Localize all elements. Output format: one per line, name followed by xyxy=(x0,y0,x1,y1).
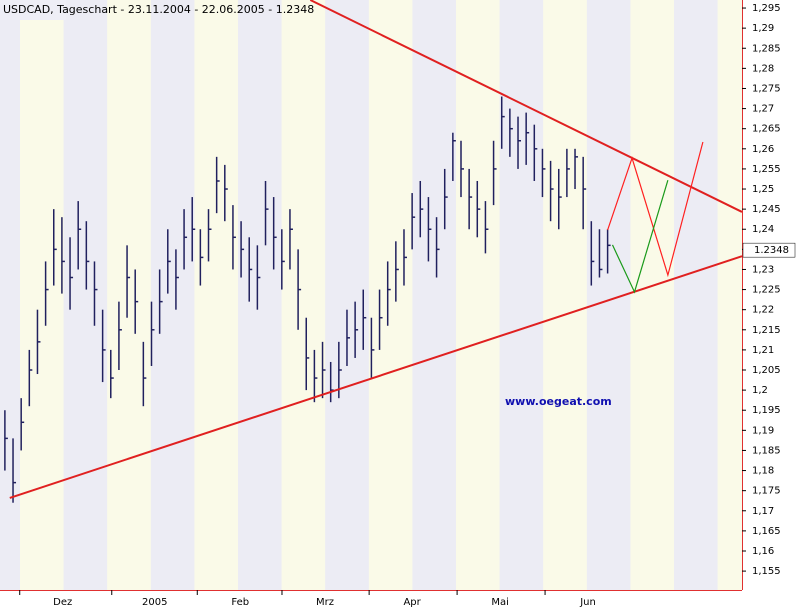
x-tick-label: Feb xyxy=(231,597,249,608)
trendline xyxy=(9,255,743,499)
y-tick-label: 1,205 xyxy=(752,365,781,376)
y-tick-label: 1,22 xyxy=(752,305,774,316)
y-tick-label: 1,215 xyxy=(752,325,781,336)
y-tick-label: 1,19 xyxy=(752,425,774,436)
y-tick-label: 1,265 xyxy=(752,124,781,135)
background-bands xyxy=(0,0,742,590)
band xyxy=(107,0,151,590)
axis-panel xyxy=(0,590,742,610)
y-tick-label: 1,23 xyxy=(752,264,774,275)
y-tick-label: 1,24 xyxy=(752,224,774,235)
x-tick-label: Jun xyxy=(579,597,596,608)
band xyxy=(281,0,326,590)
band xyxy=(543,0,587,590)
band xyxy=(717,0,742,590)
y-tick-label: 1,28 xyxy=(752,63,774,74)
last-price-label: 1.2348 xyxy=(754,245,789,256)
y-tick-label: 1,175 xyxy=(752,486,781,497)
watermark: www.oegeat.com xyxy=(505,395,612,408)
y-tick-label: 1,27 xyxy=(752,104,774,115)
band xyxy=(194,0,238,590)
x-tick-label: Dez xyxy=(53,597,72,608)
y-tick-label: 1,225 xyxy=(752,285,781,296)
x-tick-label: 2005 xyxy=(142,597,167,608)
band xyxy=(20,0,64,590)
y-tick-label: 1,255 xyxy=(752,164,781,175)
y-tick-label: 1,275 xyxy=(752,83,781,94)
chart-title: USDCAD, Tageschart - 23.11.2004 - 22.06.… xyxy=(3,3,314,16)
y-tick-label: 1,17 xyxy=(752,506,774,517)
y-tick-label: 1,185 xyxy=(752,445,781,456)
y-tick-label: 1,18 xyxy=(752,466,774,477)
y-tick-label: 1,285 xyxy=(752,43,781,54)
y-tick-label: 1,165 xyxy=(752,526,781,537)
trendline xyxy=(309,0,743,213)
y-tick-label: 1,245 xyxy=(752,204,781,215)
y-tick-label: 1,16 xyxy=(752,546,774,557)
y-tick-label: 1,2 xyxy=(752,385,768,396)
y-tick-label: 1,29 xyxy=(752,23,774,34)
band xyxy=(630,0,674,590)
band xyxy=(456,0,500,590)
projection xyxy=(607,141,704,278)
x-tick-label: Mai xyxy=(491,597,509,608)
axis-panel xyxy=(742,0,796,610)
title-box xyxy=(0,0,66,20)
y-tick-label: 1,295 xyxy=(752,3,781,14)
y-tick-label: 1,155 xyxy=(752,566,781,577)
x-tick-label: Mrz xyxy=(316,597,334,608)
y-tick-label: 1,195 xyxy=(752,405,781,416)
y-tick-label: 1,26 xyxy=(752,144,774,155)
y-tick-label: 1,25 xyxy=(752,184,774,195)
projection xyxy=(611,180,669,294)
x-tick-label: Apr xyxy=(403,597,421,608)
last-price-box xyxy=(742,242,796,258)
band xyxy=(368,0,413,590)
y-tick-label: 1,21 xyxy=(752,345,774,356)
